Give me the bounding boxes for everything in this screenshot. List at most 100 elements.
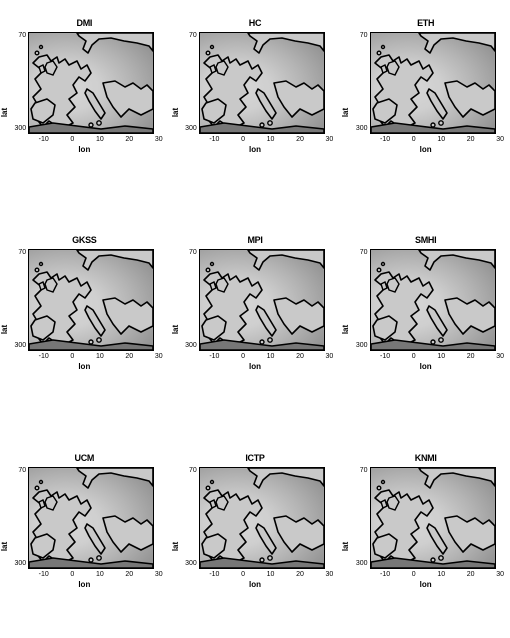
y-tick: 70 <box>18 467 26 474</box>
plot-area: lat 70 300 <box>14 32 154 134</box>
y-tick: 70 <box>18 32 26 39</box>
x-tick: -10 <box>39 571 49 578</box>
x-tick: -10 <box>209 571 219 578</box>
x-tick: 10 <box>267 571 275 578</box>
x-axis-label: lon <box>249 362 261 371</box>
x-tick: -10 <box>209 136 219 143</box>
map-plot <box>370 467 496 569</box>
x-tick: 20 <box>467 136 475 143</box>
plot-area: lat 70 300 <box>185 32 325 134</box>
y-axis-label: lat <box>342 107 351 116</box>
x-tick: 30 <box>155 136 163 143</box>
y-tick: 300 <box>185 125 197 132</box>
panel-title: ETH <box>417 18 434 28</box>
x-tick: 30 <box>326 353 334 360</box>
x-tick: -10 <box>39 353 49 360</box>
figure-grid: DMI lat 70 300 <box>0 0 510 638</box>
x-axis-label: lon <box>249 145 261 154</box>
map-panel: SMHI lat 70 300 <box>347 235 504 414</box>
y-axis-label: lat <box>342 542 351 551</box>
x-axis-ticks: -10 0 10 20 30 <box>380 571 504 578</box>
y-axis-ticks: 70 300 <box>14 467 28 567</box>
x-tick: 20 <box>296 571 304 578</box>
plot-area: lat 70 300 <box>356 32 496 134</box>
x-tick: 10 <box>267 353 275 360</box>
y-axis-ticks: 70 300 <box>356 249 370 349</box>
y-tick: 70 <box>189 32 197 39</box>
x-axis-ticks: -10 0 10 20 30 <box>209 136 333 143</box>
x-tick: 20 <box>467 571 475 578</box>
europe-outline-icon <box>29 33 153 133</box>
europe-outline-icon <box>371 468 495 568</box>
x-tick: 30 <box>155 353 163 360</box>
x-tick: 10 <box>96 571 104 578</box>
y-axis-label: lat <box>171 542 180 551</box>
map-plot <box>370 249 496 351</box>
x-axis-label: lon <box>78 362 90 371</box>
panel-title: HC <box>249 18 261 28</box>
x-tick: 30 <box>496 136 504 143</box>
x-tick: 10 <box>437 571 445 578</box>
y-tick: 300 <box>356 560 368 567</box>
x-axis-label: lon <box>420 145 432 154</box>
x-axis-ticks: -10 0 10 20 30 <box>39 136 163 143</box>
x-axis-ticks: -10 0 10 20 30 <box>39 353 163 360</box>
x-tick: 10 <box>437 353 445 360</box>
x-tick: 30 <box>326 136 334 143</box>
y-tick: 300 <box>356 342 368 349</box>
x-tick: 10 <box>96 353 104 360</box>
europe-outline-icon <box>371 33 495 133</box>
map-panel: GKSS lat 70 300 <box>6 235 163 414</box>
x-tick: 10 <box>267 136 275 143</box>
europe-outline-icon <box>200 250 324 350</box>
y-tick: 300 <box>185 342 197 349</box>
x-axis-label: lon <box>78 145 90 154</box>
plot-area: lat 70 300 <box>185 249 325 351</box>
map-plot <box>370 32 496 134</box>
y-tick: 300 <box>356 125 368 132</box>
y-tick: 70 <box>360 32 368 39</box>
x-tick: -10 <box>380 571 390 578</box>
y-axis-label: lat <box>0 325 9 334</box>
y-tick: 300 <box>14 342 26 349</box>
y-tick: 70 <box>18 249 26 256</box>
y-axis-label: lat <box>0 107 9 116</box>
map-panel: HC lat 70 300 <box>177 18 334 197</box>
map-panel: DMI lat 70 300 <box>6 18 163 197</box>
x-axis-ticks: -10 0 10 20 30 <box>209 571 333 578</box>
x-axis-label: lon <box>249 580 261 589</box>
map-plot <box>28 467 154 569</box>
x-tick: 0 <box>241 136 245 143</box>
x-tick: 30 <box>326 571 334 578</box>
x-tick: 20 <box>296 136 304 143</box>
x-tick: 20 <box>467 353 475 360</box>
x-tick: 0 <box>241 353 245 360</box>
plot-area: lat 70 300 <box>185 467 325 569</box>
x-tick: 20 <box>125 136 133 143</box>
x-axis-ticks: -10 0 10 20 30 <box>39 571 163 578</box>
x-tick: 30 <box>155 571 163 578</box>
y-axis-ticks: 70 300 <box>356 467 370 567</box>
panel-title: ICTP <box>245 453 264 463</box>
y-axis-label: lat <box>342 325 351 334</box>
panel-title: DMI <box>77 18 93 28</box>
map-plot <box>28 249 154 351</box>
x-tick: 20 <box>296 353 304 360</box>
y-axis-ticks: 70 300 <box>185 467 199 567</box>
y-tick: 70 <box>360 467 368 474</box>
panel-title: GKSS <box>72 235 96 245</box>
map-panel: UCM lat 70 300 <box>6 453 163 632</box>
x-axis-ticks: -10 0 10 20 30 <box>380 136 504 143</box>
x-tick: 0 <box>70 571 74 578</box>
y-axis-ticks: 70 300 <box>185 32 199 132</box>
europe-outline-icon <box>371 250 495 350</box>
x-axis-label: lon <box>420 580 432 589</box>
y-axis-ticks: 70 300 <box>185 249 199 349</box>
panels-grid: DMI lat 70 300 <box>6 18 504 632</box>
y-axis-label: lat <box>0 542 9 551</box>
x-tick: 30 <box>496 353 504 360</box>
map-panel: ETH lat 70 300 <box>347 18 504 197</box>
x-axis-label: lon <box>420 362 432 371</box>
x-tick: -10 <box>380 136 390 143</box>
plot-area: lat 70 300 <box>14 467 154 569</box>
